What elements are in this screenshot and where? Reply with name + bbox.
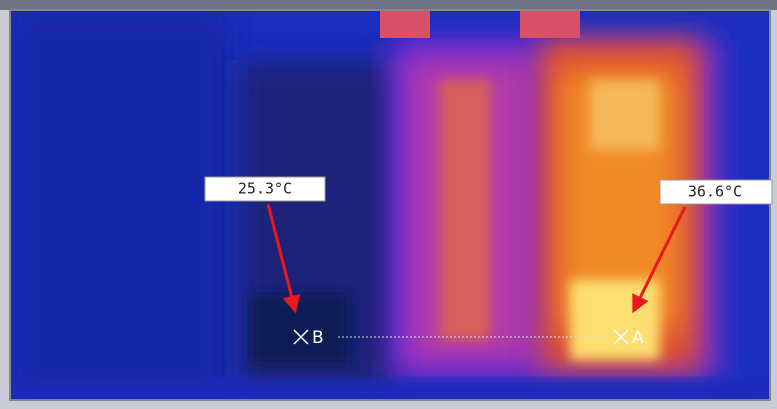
marker-label: A	[632, 328, 644, 348]
temperature-label: 36.6°C	[688, 183, 742, 201]
page: 25.3°C B 36.6°C A (() => { const data = …	[0, 0, 777, 409]
temperature-label: 25.3°C	[238, 180, 292, 198]
title-bar	[0, 0, 777, 10]
marker-label: B	[312, 328, 324, 348]
thermal-image	[10, 10, 770, 400]
thermal-view: 25.3°C B 36.6°C A	[0, 0, 777, 409]
